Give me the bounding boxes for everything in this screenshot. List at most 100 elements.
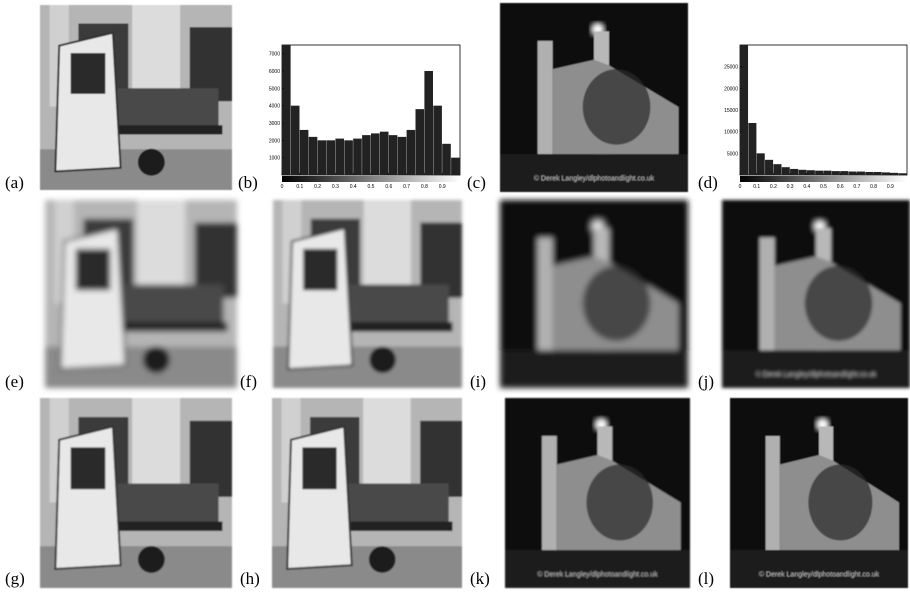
truck-window bbox=[302, 447, 336, 489]
bar bbox=[407, 130, 416, 175]
panel-label: (j) bbox=[698, 372, 714, 391]
ground bbox=[730, 550, 908, 588]
panel-label: (g) bbox=[5, 569, 25, 588]
panel-label: (k) bbox=[470, 569, 490, 588]
ground bbox=[500, 154, 688, 192]
y-tick-label: 6000 bbox=[269, 69, 280, 75]
bar bbox=[757, 153, 765, 175]
bar bbox=[865, 172, 873, 175]
panel-label: (l) bbox=[698, 569, 714, 588]
y-tick-label: 20000 bbox=[724, 86, 738, 92]
histogram: 00.10.20.30.40.50.60.70.80.9100020003000… bbox=[269, 45, 460, 190]
y-tick-label: 1000 bbox=[269, 156, 280, 162]
photo-street bbox=[45, 200, 237, 388]
photo-street bbox=[273, 200, 462, 388]
wheel bbox=[138, 149, 165, 176]
tree bbox=[808, 465, 872, 541]
panel-label: (f) bbox=[240, 372, 257, 391]
photo-street bbox=[272, 398, 462, 588]
colorbar bbox=[740, 176, 907, 182]
bar bbox=[824, 171, 832, 175]
ground bbox=[500, 350, 688, 388]
bar bbox=[748, 123, 756, 175]
bar bbox=[899, 173, 907, 175]
bar bbox=[335, 139, 344, 175]
photo-street bbox=[40, 5, 232, 190]
x-tick-label: 0.5 bbox=[820, 184, 827, 190]
x-tick-label: 0.7 bbox=[853, 184, 860, 190]
panel-label: (h) bbox=[240, 569, 260, 588]
panel-label: (c) bbox=[467, 173, 486, 192]
watermark: © Derek Langley/dlphotoandlight.co.uk bbox=[756, 371, 877, 379]
x-tick-label: 0 bbox=[281, 184, 284, 190]
x-tick-label: 0.2 bbox=[770, 184, 777, 190]
bar bbox=[380, 132, 389, 175]
bar bbox=[416, 109, 425, 175]
photo-cathedral bbox=[500, 200, 688, 388]
photo-cathedral: © Derek Langley/dlphotoandlight.co.uk bbox=[730, 398, 908, 588]
bar bbox=[782, 167, 790, 175]
bar bbox=[849, 172, 857, 175]
bar bbox=[309, 137, 318, 175]
x-tick-label: 0.9 bbox=[439, 184, 446, 190]
bar bbox=[451, 158, 460, 175]
panel-label: (a) bbox=[5, 173, 24, 192]
truck-window bbox=[71, 447, 106, 489]
bar bbox=[832, 171, 840, 175]
figure: (a)00.10.20.30.40.50.60.70.80.9100020003… bbox=[0, 0, 910, 595]
x-tick-label: 0 bbox=[739, 184, 742, 190]
tower bbox=[538, 238, 553, 351]
y-tick-label: 4000 bbox=[269, 104, 280, 110]
plants bbox=[113, 484, 219, 526]
panel-label: (e) bbox=[5, 372, 24, 391]
bar bbox=[773, 164, 781, 175]
bar bbox=[353, 139, 362, 175]
bar bbox=[327, 140, 336, 175]
bar bbox=[362, 135, 371, 175]
wheel bbox=[138, 546, 165, 573]
truck-window bbox=[303, 249, 337, 290]
truck-window bbox=[76, 249, 111, 290]
plants bbox=[345, 285, 449, 326]
y-tick-label: 7000 bbox=[269, 52, 280, 58]
tree bbox=[805, 266, 873, 341]
bar bbox=[398, 137, 407, 175]
bar bbox=[840, 171, 848, 175]
x-tick-label: 0.2 bbox=[314, 184, 321, 190]
bar bbox=[874, 172, 882, 175]
x-tick-label: 0.3 bbox=[787, 184, 794, 190]
tower bbox=[766, 436, 780, 550]
y-tick-label: 10000 bbox=[724, 130, 738, 136]
panel-label: (i) bbox=[470, 372, 486, 391]
bar bbox=[424, 71, 433, 175]
x-tick-label: 0.4 bbox=[803, 184, 810, 190]
tower bbox=[542, 436, 557, 550]
y-tick-label: 3000 bbox=[269, 121, 280, 127]
bar bbox=[389, 135, 398, 175]
bar bbox=[815, 171, 823, 175]
bar bbox=[344, 140, 353, 175]
x-tick-label: 0.3 bbox=[332, 184, 339, 190]
photo-street bbox=[40, 398, 232, 588]
bar bbox=[765, 160, 773, 175]
tower bbox=[538, 41, 553, 154]
bar bbox=[318, 140, 327, 175]
tree bbox=[586, 465, 653, 541]
bar bbox=[371, 133, 380, 175]
tree bbox=[583, 69, 651, 145]
watermark: © Derek Langley/dlphotoandlight.co.uk bbox=[534, 175, 655, 183]
bar bbox=[300, 130, 309, 175]
x-tick-label: 0.6 bbox=[385, 184, 392, 190]
ground bbox=[722, 350, 910, 388]
bar bbox=[857, 172, 865, 175]
bar bbox=[807, 170, 815, 175]
tree bbox=[583, 266, 651, 341]
watermark: © Derek Langley/dlphotoandlight.co.uk bbox=[537, 571, 658, 579]
photo-cathedral: © Derek Langley/dlphotoandlight.co.uk bbox=[505, 398, 690, 588]
watermark: © Derek Langley/dlphotoandlight.co.uk bbox=[759, 571, 880, 579]
x-tick-label: 0.9 bbox=[887, 184, 894, 190]
plants bbox=[113, 88, 219, 129]
plants bbox=[118, 285, 224, 326]
plot-frame bbox=[740, 45, 907, 175]
